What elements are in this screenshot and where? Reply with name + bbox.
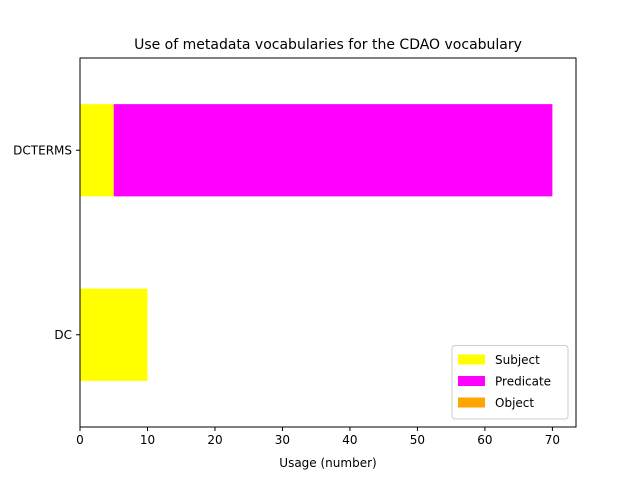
x-tick-label: 40 — [342, 433, 357, 447]
bar-dcterms-predicate — [113, 104, 553, 197]
x-tick-label: 0 — [76, 433, 84, 447]
x-tick-label: 20 — [207, 433, 222, 447]
x-axis-label: Usage (number) — [279, 456, 376, 470]
y-axis: DC DCTERMS — [13, 143, 80, 342]
legend-swatch-object — [458, 397, 485, 408]
legend-label-predicate: Predicate — [495, 375, 551, 389]
x-tick-label: 10 — [140, 433, 155, 447]
x-tick-label: 50 — [410, 433, 425, 447]
y-tick-label: DCTERMS — [13, 143, 72, 157]
legend-label-subject: Subject — [495, 353, 540, 367]
chart-title: Use of metadata vocabularies for the CDA… — [134, 37, 522, 53]
plot-frame — [79, 57, 577, 428]
bar-dc-subject — [80, 288, 148, 381]
y-tick-label: DC — [54, 328, 72, 342]
bars-layer — [80, 104, 553, 381]
x-axis: 0 10 20 30 40 50 60 70 — [76, 427, 560, 447]
legend: Subject Predicate Object — [451, 345, 569, 420]
legend-swatch-predicate — [458, 376, 485, 386]
x-tick-label: 60 — [477, 433, 492, 447]
legend-label-object: Object — [495, 396, 534, 410]
x-tick-label: 30 — [275, 433, 290, 447]
legend-swatch-subject — [458, 354, 485, 365]
x-tick-label: 70 — [545, 433, 560, 447]
bar-dcterms-subject — [80, 104, 114, 197]
